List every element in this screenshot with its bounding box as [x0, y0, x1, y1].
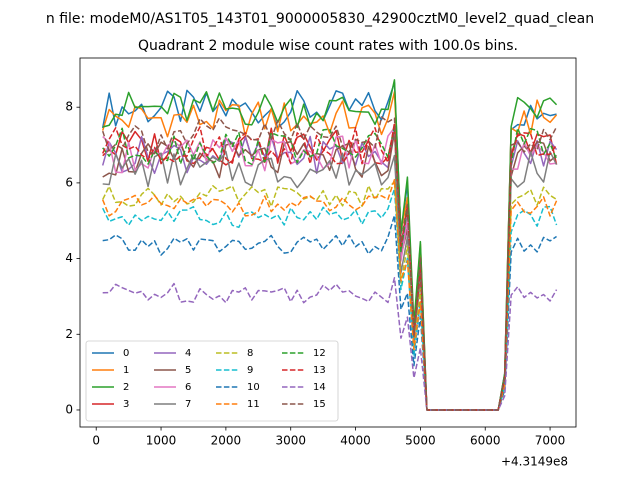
axes-frame	[79, 57, 577, 428]
legend-label-8: 8	[247, 348, 253, 359]
legend-label-6: 6	[185, 382, 191, 393]
y-tick-label: 2	[65, 327, 73, 341]
legend-label-3: 3	[123, 399, 129, 410]
y-tick-label: 8	[65, 100, 73, 114]
x-tick-label: 5000	[405, 434, 436, 448]
legend-label-13: 13	[313, 365, 326, 376]
x-axis-offset-label: +4.3149e8	[501, 455, 568, 469]
x-tick-label: 1000	[146, 434, 177, 448]
series-line-15	[101, 116, 558, 411]
legend-label-15: 15	[313, 399, 326, 410]
chart-title: Quadrant 2 module wise count rates with …	[138, 38, 518, 54]
x-tick-label: 4000	[340, 434, 371, 448]
x-tick-label: 0	[92, 434, 100, 448]
legend-label-7: 7	[185, 399, 191, 410]
series-lines	[101, 79, 558, 411]
legend-label-5: 5	[185, 365, 191, 376]
y-tick-label: 6	[65, 175, 73, 189]
legend-label-12: 12	[313, 348, 326, 359]
x-tick-label: 7000	[535, 434, 566, 448]
x-tick-label: 6000	[470, 434, 501, 448]
legend-label-14: 14	[313, 382, 326, 393]
legend-box	[85, 340, 339, 422]
plot-area: 0 1000 2000 3000 4000 5000 6000 7000 0 2 4 6 8	[65, 57, 577, 448]
legend-label-10: 10	[247, 382, 260, 393]
legend-label-11: 11	[247, 399, 260, 410]
legend-label-2: 2	[123, 382, 129, 393]
legend-label-9: 9	[247, 365, 253, 376]
figure-suptitle: n file: modeM0/AS1T05_143T01_9000005830_…	[46, 11, 594, 27]
legend-label-1: 1	[123, 365, 129, 376]
y-tick-label: 4	[65, 251, 73, 265]
x-tick-label: 3000	[275, 434, 306, 448]
y-tick-label: 0	[65, 402, 73, 416]
legend-label-4: 4	[185, 348, 191, 359]
x-tick-label: 2000	[211, 434, 242, 448]
legend-label-0: 0	[123, 348, 129, 359]
